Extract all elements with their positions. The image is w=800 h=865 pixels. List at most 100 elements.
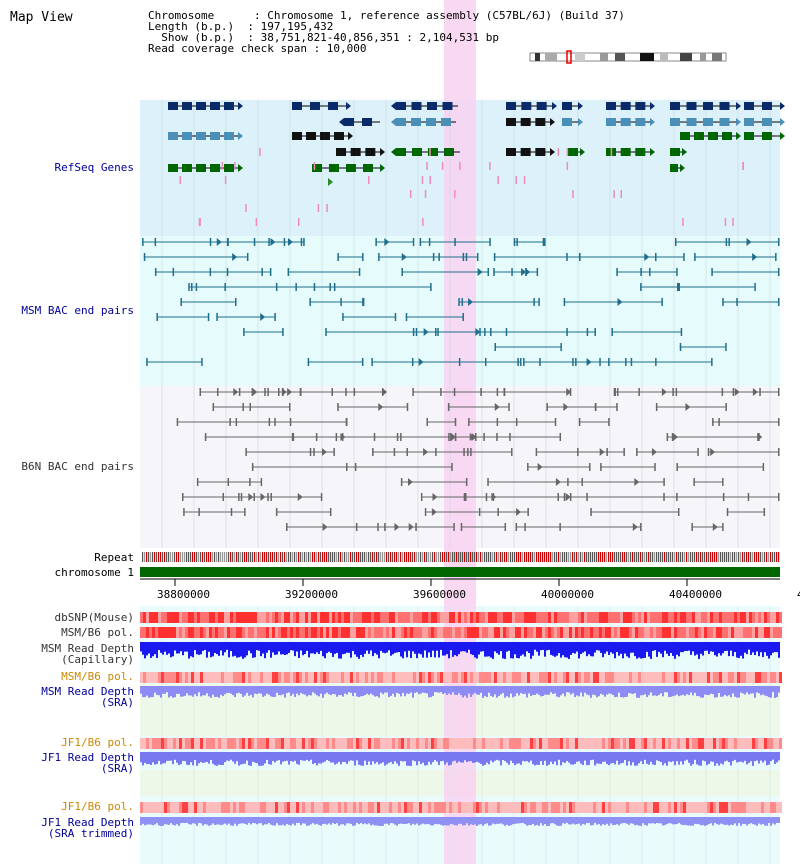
read-depth-tracks[interactable] <box>140 642 780 826</box>
read-depth-bar <box>374 752 376 764</box>
pseudogene-tick <box>566 148 569 156</box>
msm-bac-pair-end <box>523 358 525 366</box>
b6n-bac-label[interactable]: B6N BAC end pairs <box>21 460 134 473</box>
jf1-b6-pol-label: JF1/B6 pol. <box>61 736 134 749</box>
read-depth-bar <box>310 686 312 696</box>
read-depth-bar <box>680 642 682 653</box>
read-depth-bar <box>242 642 244 659</box>
polymorphism-cell <box>380 627 383 638</box>
read-depth-bar <box>680 686 682 696</box>
read-depth-bar <box>778 817 780 824</box>
polymorphism-cell <box>386 738 389 749</box>
msm-bac-label[interactable]: MSM BAC end pairs <box>21 304 134 317</box>
b6n-bac-end-pairs-track[interactable] <box>176 388 780 531</box>
read-depth-bar <box>502 752 504 761</box>
polymorphism-cell <box>668 612 671 623</box>
polymorphism-cell <box>143 802 146 813</box>
polymorphism-cell <box>518 672 521 683</box>
polymorphism-cell <box>584 612 587 623</box>
repeat-element <box>704 552 706 562</box>
read-depth-bar <box>200 686 202 697</box>
read-depth-bar <box>412 686 414 698</box>
selection-highlight[interactable] <box>444 0 476 864</box>
polymorphism-cell <box>152 627 155 638</box>
polymorphism-cell <box>581 738 584 749</box>
polymorphism-cell <box>158 672 161 683</box>
gene-arrow <box>238 102 243 110</box>
polymorphism-cell <box>401 802 404 813</box>
gene-arrow <box>650 118 655 126</box>
read-depth-bar <box>308 752 310 762</box>
read-depth-bar <box>366 752 368 765</box>
read-depth-bar <box>644 817 646 825</box>
ideogram-band <box>700 53 706 61</box>
repeat-element <box>200 552 202 562</box>
read-depth-bar <box>216 817 218 825</box>
read-depth-bar <box>140 817 142 826</box>
polymorphism-cell <box>344 672 347 683</box>
read-depth-bar <box>702 642 704 656</box>
repeat-element <box>586 552 588 562</box>
heatmap-tracks[interactable] <box>140 612 782 813</box>
polymorphism-cell <box>572 672 575 683</box>
read-depth-bar <box>430 686 432 698</box>
polymorphism-cell <box>509 802 512 813</box>
read-depth-bar <box>542 817 544 826</box>
polymorphism-cell <box>611 672 614 683</box>
read-depth-bar <box>434 817 436 824</box>
repeat-element <box>418 552 420 562</box>
read-depth-bar <box>166 642 168 655</box>
gene-exon <box>344 118 354 126</box>
polymorphism-cell <box>338 612 341 623</box>
repeat-element <box>566 552 568 562</box>
read-depth-bar <box>346 752 348 764</box>
pseudogene-tick <box>682 218 684 226</box>
b6n-bac-pair-end <box>346 418 348 426</box>
repeat-element <box>292 552 294 562</box>
polymorphism-cell <box>374 672 377 683</box>
polymorphism-cell <box>140 627 143 638</box>
read-depth-bar <box>348 752 350 762</box>
polymorphism-cell <box>320 672 323 683</box>
read-depth-bar <box>264 686 266 696</box>
read-depth-bar <box>552 817 554 824</box>
msm-bac-end-pairs-track[interactable] <box>142 238 780 366</box>
read-depth-bar <box>192 817 194 824</box>
msm-bac-pair-end <box>180 298 182 306</box>
read-depth-bar <box>560 642 562 658</box>
polymorphism-cell <box>596 627 599 638</box>
polymorphism-cell <box>488 612 491 623</box>
read-depth-bar <box>602 817 604 825</box>
polymorphism-cell <box>272 627 275 638</box>
polymorphism-cell <box>461 612 464 623</box>
read-depth-bar <box>366 686 368 694</box>
polymorphism-cell <box>197 738 200 749</box>
read-depth-bar <box>184 817 186 824</box>
polymorphism-cell <box>410 627 413 638</box>
read-depth-bar <box>406 752 408 766</box>
read-depth-bar <box>378 642 380 659</box>
polymorphism-cell <box>635 627 638 638</box>
repeat-element <box>316 552 318 562</box>
read-depth-bar <box>708 642 710 654</box>
polymorphism-cell <box>161 612 164 623</box>
polymorphism-cell <box>170 612 173 623</box>
read-depth-bar <box>550 642 552 655</box>
polymorphism-cell <box>713 802 716 813</box>
polymorphism-cell <box>671 627 674 638</box>
refseq-genes-label[interactable]: RefSeq Genes <box>54 161 134 174</box>
polymorphism-cell <box>455 738 458 749</box>
read-depth-bar <box>330 817 332 825</box>
refseq-genes-track[interactable] <box>168 102 785 226</box>
gene-exon <box>670 118 680 126</box>
read-depth-bar <box>676 642 678 655</box>
chromosome-ideogram[interactable] <box>529 50 727 64</box>
polymorphism-cell <box>257 612 260 623</box>
repeat-track[interactable] <box>142 552 780 562</box>
polymorphism-cell <box>191 612 194 623</box>
read-depth-bar <box>562 642 564 656</box>
read-depth-bar <box>146 817 148 825</box>
read-depth-bar <box>484 686 486 697</box>
polymorphism-cell <box>326 738 329 749</box>
